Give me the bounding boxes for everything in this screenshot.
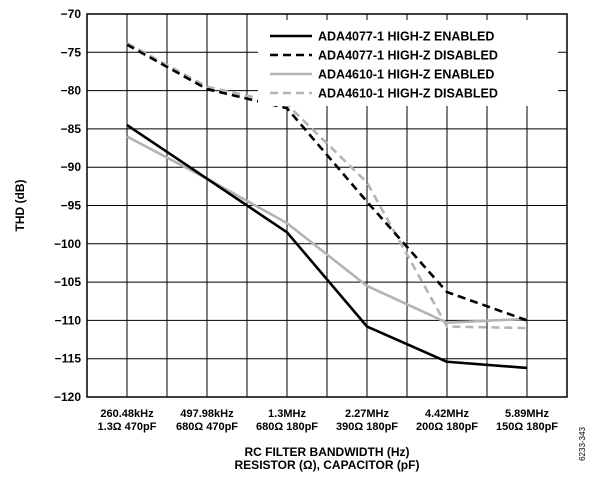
series-line [126, 135, 528, 324]
legend-background [258, 20, 558, 106]
x-tick-label-frequency: 497.98kHz [180, 408, 234, 420]
x-tick-label-rc: 680Ω 470pF [176, 421, 238, 433]
x-tick-label-frequency: 1.3MHz [268, 408, 306, 420]
y-tick-label: −105 [54, 275, 81, 289]
x-axis-title: RC FILTER BANDWIDTH (Hz) [244, 445, 409, 459]
figure-id: 6233-343 [578, 427, 587, 461]
series-line [126, 43, 528, 322]
y-tick-label: −90 [61, 160, 82, 174]
y-tick-label: −70 [61, 7, 82, 21]
x-tick-label-frequency: 4.42MHz [425, 408, 470, 420]
x-tick-label-frequency: 260.48kHz [100, 408, 154, 420]
legend-label: ADA4610-1 HIGH-Z DISABLED [318, 87, 498, 101]
x-tick-label-rc: 390Ω 180pF [336, 421, 398, 433]
legend-label: ADA4610-1 HIGH-Z ENABLED [318, 68, 494, 82]
y-axis-ticks: −70 −75 −80 −85 −90 −95 −100 −105 −110 −115 −120 [54, 7, 81, 404]
legend-label: ADA4077-1 HIGH-Z DISABLED [318, 49, 498, 63]
series-line [126, 41, 528, 330]
y-tick-label: −95 [61, 199, 82, 213]
y-tick-label: −115 [55, 352, 82, 366]
y-tick-label: −120 [54, 390, 81, 404]
x-tick-label-rc: 200Ω 180pF [416, 421, 478, 433]
y-tick-label: −110 [55, 313, 82, 327]
y-tick-label: −75 [61, 45, 82, 59]
x-tick-label-rc: 1.3Ω 470pF [98, 421, 157, 433]
series-line [126, 123, 528, 370]
plot-frame [86, 13, 568, 398]
y-tick-label: −80 [61, 84, 82, 98]
legend: ADA4077-1 HIGH-Z ENABLED ADA4077-1 HIGH-Z… [258, 20, 558, 106]
x-tick-label-frequency: 2.27MHz [345, 408, 390, 420]
series-lines [126, 41, 528, 370]
x-tick-label-rc: 680Ω 180pF [256, 421, 318, 433]
legend-label: ADA4077-1 HIGH-Z ENABLED [318, 30, 494, 44]
y-tick-label: −85 [61, 122, 82, 136]
y-axis-title: THD (dB) [13, 180, 27, 232]
x-tick-label-rc: 150Ω 180pF [496, 421, 558, 433]
x-tick-label-frequency: 5.89MHz [505, 408, 550, 420]
y-tick-label: −100 [54, 237, 81, 251]
x-axis-subtitle: RESISTOR (Ω), CAPACITOR (pF) [235, 458, 420, 472]
